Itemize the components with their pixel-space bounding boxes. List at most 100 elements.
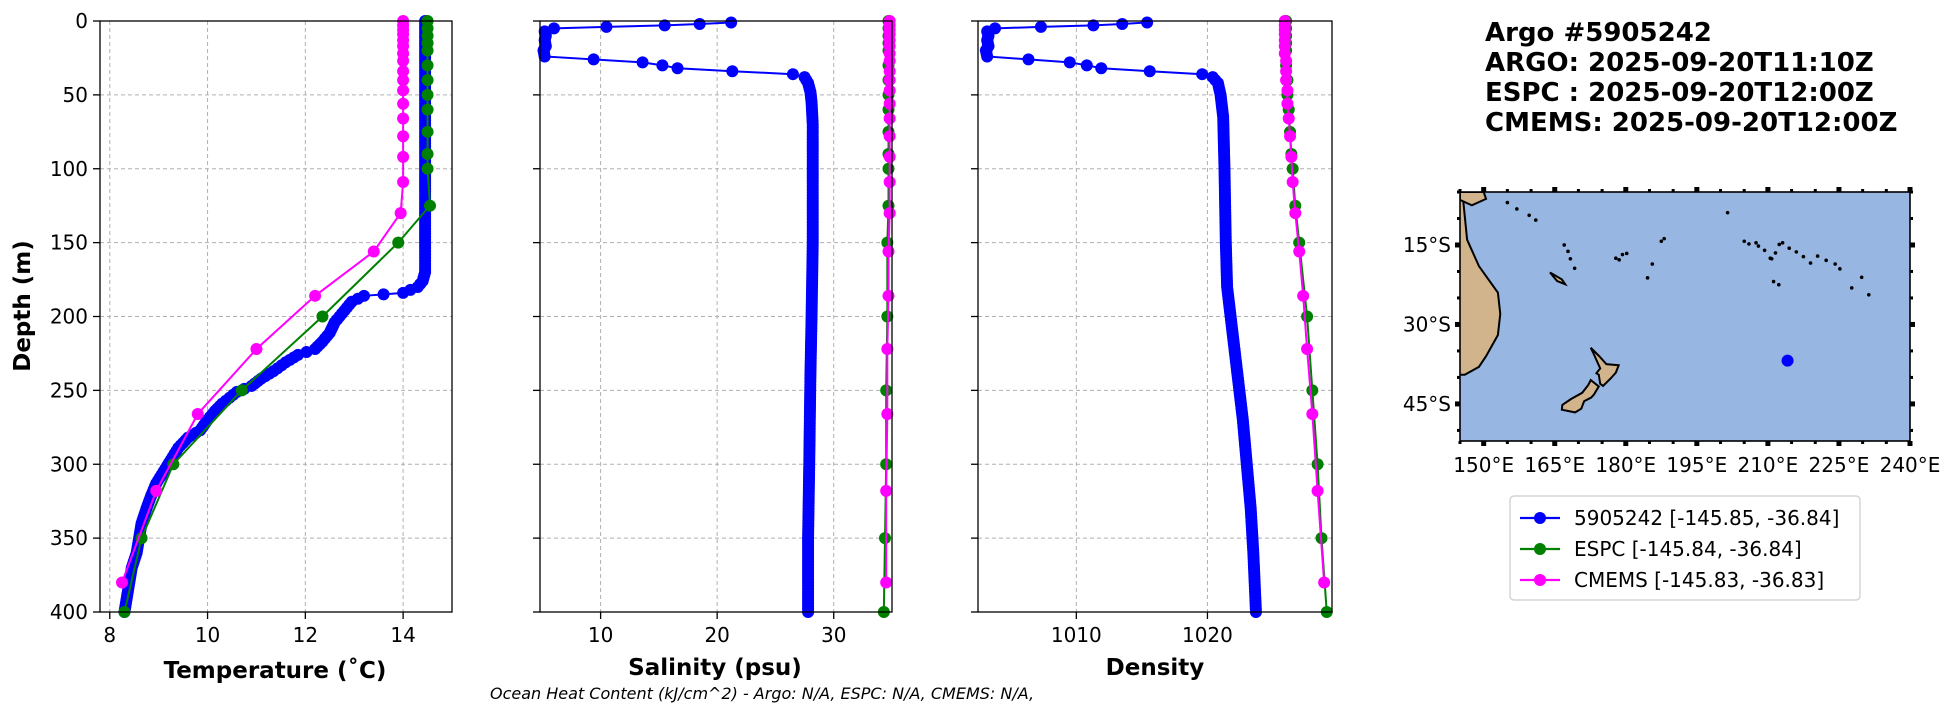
map-tick <box>1790 189 1794 192</box>
map-tick <box>1910 242 1915 248</box>
island <box>1824 258 1828 263</box>
island <box>1780 241 1785 245</box>
data-point <box>397 84 410 97</box>
data-point <box>1282 112 1295 125</box>
x-tick-label: 1010 <box>1051 623 1102 647</box>
map-lon-label: 165°E <box>1524 453 1585 477</box>
island <box>1808 261 1813 265</box>
island <box>1620 252 1625 257</box>
map-tick <box>1529 189 1533 192</box>
data-point <box>883 112 896 125</box>
data-point <box>1196 68 1209 81</box>
new-caledonia-land <box>1549 271 1568 287</box>
x-tick-label: 14 <box>390 623 415 647</box>
series-5905242 <box>979 16 1262 618</box>
island <box>1866 292 1871 297</box>
island <box>1568 256 1573 261</box>
nz-north-island-land <box>1589 347 1621 388</box>
map-tick <box>1742 441 1746 444</box>
map-tick <box>1457 375 1460 379</box>
data-point <box>397 112 410 125</box>
map-tick <box>1910 428 1913 432</box>
data-point <box>367 245 380 258</box>
data-point <box>1289 207 1302 220</box>
x-tick-label: 8 <box>103 623 116 647</box>
series-group <box>979 15 1333 618</box>
map-tick <box>1719 189 1723 192</box>
x-tick-label: 20 <box>704 623 729 647</box>
float-position-marker <box>1781 354 1794 367</box>
data-point <box>883 97 896 110</box>
y-tick-label: 300 <box>50 452 88 476</box>
series-5905242 <box>537 16 819 618</box>
data-point <box>377 288 390 301</box>
map-tick <box>1481 441 1487 446</box>
island <box>1859 275 1864 280</box>
map-tick <box>1884 189 1888 192</box>
data-point <box>1297 289 1310 302</box>
map-tick <box>1647 441 1651 444</box>
salinity-panel: 10 20 30 <box>533 15 896 647</box>
map-tick <box>1790 441 1794 444</box>
y-tick-label: 0 <box>75 9 88 33</box>
data-point <box>981 50 994 63</box>
data-point <box>879 532 892 545</box>
map-tick <box>1455 321 1460 327</box>
island <box>1515 207 1519 211</box>
map-tick <box>1910 321 1915 327</box>
island <box>1754 241 1758 245</box>
data-point <box>883 54 896 67</box>
data-point <box>116 576 128 589</box>
map-tick <box>1457 269 1460 273</box>
island <box>1572 266 1577 271</box>
data-point <box>882 289 895 302</box>
data-point <box>1095 62 1108 75</box>
data-point <box>883 74 896 87</box>
data-point <box>250 343 263 356</box>
data-point <box>1311 458 1324 471</box>
map-tick <box>1505 441 1509 444</box>
data-point <box>397 97 410 110</box>
map-tick <box>1457 296 1460 300</box>
series-cmems <box>116 15 410 589</box>
map-tick <box>1505 189 1509 192</box>
data-point <box>1080 59 1093 72</box>
y-tick-label: 400 <box>50 600 88 624</box>
data-point <box>547 22 560 35</box>
data-point <box>191 408 204 421</box>
map-lon-label: 180°E <box>1595 453 1656 477</box>
series-espc <box>118 15 436 618</box>
island <box>1617 258 1621 262</box>
map-tick <box>1765 441 1771 446</box>
data-point <box>538 50 551 63</box>
series-cmems <box>1278 15 1331 589</box>
map-tick <box>1861 441 1865 444</box>
legend-marker <box>1534 512 1546 524</box>
legend: 5905242 [-145.85, -36.84] ESPC [-145.84,… <box>1509 495 1861 601</box>
legend-entry-cmems: CMEMS [-145.83, -36.83] <box>1520 568 1824 592</box>
data-point <box>658 19 671 32</box>
data-point <box>167 458 180 471</box>
data-point <box>316 310 329 323</box>
island <box>1833 262 1837 266</box>
map-lon-label: 195°E <box>1666 453 1727 477</box>
map-tick <box>1671 189 1675 192</box>
data-point <box>883 130 896 143</box>
map-tick <box>1600 189 1604 192</box>
map-tick <box>1481 187 1487 192</box>
density-panel: 1010 1020 <box>971 15 1333 647</box>
island <box>1650 262 1655 266</box>
data-point <box>1293 245 1306 258</box>
map-lat-label: 45°S <box>1403 392 1451 416</box>
island <box>1624 251 1629 256</box>
data-point <box>600 20 613 33</box>
data-point <box>786 68 799 81</box>
title-line-cmems-time: CMEMS: 2025-09-20T12:00Z <box>1485 108 1897 138</box>
data-point <box>882 245 895 258</box>
map-lon-label: 150°E <box>1453 453 1514 477</box>
legend-marker <box>1534 574 1546 586</box>
y-tick-label: 200 <box>50 305 88 329</box>
data-point <box>397 74 410 87</box>
map-tick <box>1455 401 1460 407</box>
ocean-heat-content-note: Ocean Heat Content (kJ/cm^2) - Argo: N/A… <box>490 684 1034 703</box>
